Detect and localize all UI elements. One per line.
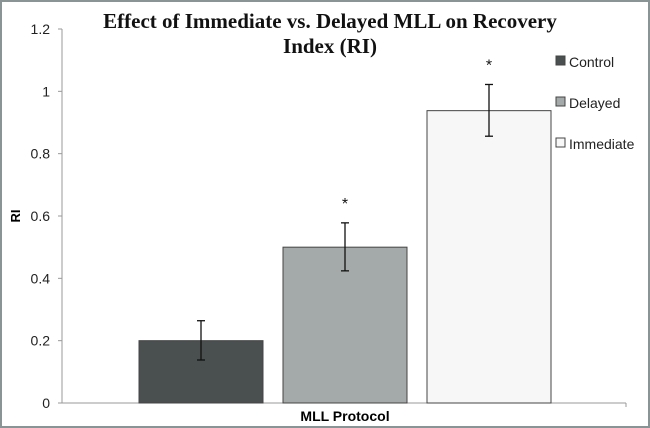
bar-immediate xyxy=(426,110,552,404)
y-tick-label: 0.8 xyxy=(31,146,51,162)
y-tick-label: 0 xyxy=(42,395,50,411)
chart-title-line-1: Effect of Immediate vs. Delayed MLL on R… xyxy=(103,9,557,33)
bar-delayed xyxy=(282,246,408,404)
legend-label-immediate: Immediate xyxy=(569,136,635,152)
y-tick-label: 1.2 xyxy=(31,21,51,37)
legend-swatch-delayed xyxy=(555,96,566,107)
x-axis-label: MLL Protocol xyxy=(300,408,389,424)
legend-swatch-control xyxy=(555,55,566,66)
legend-label-delayed: Delayed xyxy=(569,95,620,111)
y-tick-label: 1 xyxy=(42,83,50,99)
significance-marker: * xyxy=(342,196,348,213)
legend-label-control: Control xyxy=(569,54,614,70)
y-axis-label: RI xyxy=(8,210,23,223)
significance-marker: * xyxy=(486,57,492,74)
chart-title-line-2: Index (RI) xyxy=(283,34,377,58)
y-tick-label: 0.2 xyxy=(31,333,51,349)
y-tick-label: 0.6 xyxy=(31,208,51,224)
y-tick-label: 0.4 xyxy=(31,270,51,286)
legend-swatch-immediate xyxy=(555,137,566,148)
